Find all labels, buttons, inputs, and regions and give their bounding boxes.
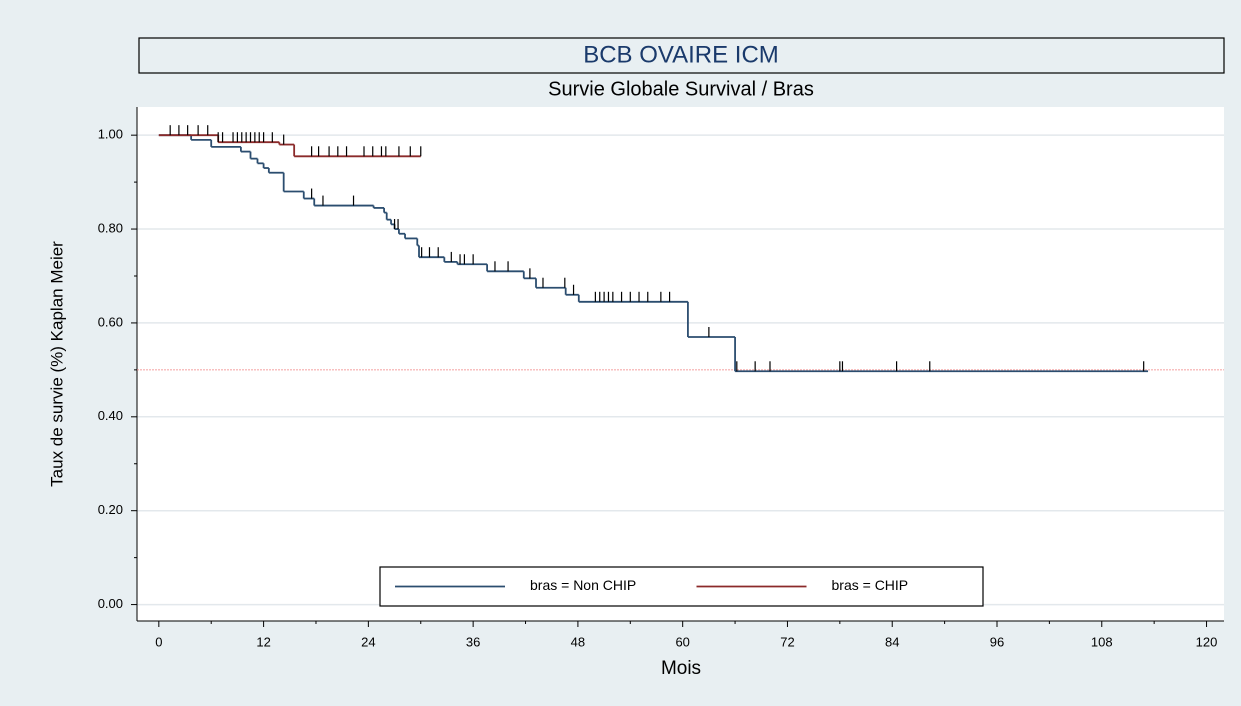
y-tick-label: 0.60 <box>98 314 123 329</box>
x-tick-label: 0 <box>155 634 162 649</box>
x-tick-label: 96 <box>990 634 1004 649</box>
chart-title: BCB OVAIRE ICM <box>583 41 779 68</box>
y-axis-label: Taux de survie (%) Kaplan Meier <box>47 241 66 487</box>
y-tick-label: 0.80 <box>98 220 123 235</box>
y-tick-label: 0.40 <box>98 408 123 423</box>
x-tick-label: 48 <box>571 634 585 649</box>
legend-label: bras = CHIP <box>832 577 909 593</box>
x-tick-label: 84 <box>885 634 899 649</box>
chart-subtitle: Survie Globale Survival / Bras <box>548 78 814 100</box>
y-tick-label: 1.00 <box>98 127 123 142</box>
x-tick-label: 72 <box>780 634 794 649</box>
x-tick-label: 24 <box>361 634 375 649</box>
legend-label: bras = Non CHIP <box>530 577 636 593</box>
x-tick-label: 108 <box>1091 634 1113 649</box>
x-tick-label: 36 <box>466 634 480 649</box>
y-tick-label: 0.00 <box>98 596 123 611</box>
x-tick-label: 120 <box>1196 634 1218 649</box>
title-box <box>138 37 1225 74</box>
y-tick-label: 0.20 <box>98 502 123 517</box>
x-tick-label: 60 <box>675 634 689 649</box>
x-tick-label: 12 <box>256 634 270 649</box>
x-axis-label: Mois <box>661 658 701 679</box>
plot-area <box>137 107 1224 621</box>
